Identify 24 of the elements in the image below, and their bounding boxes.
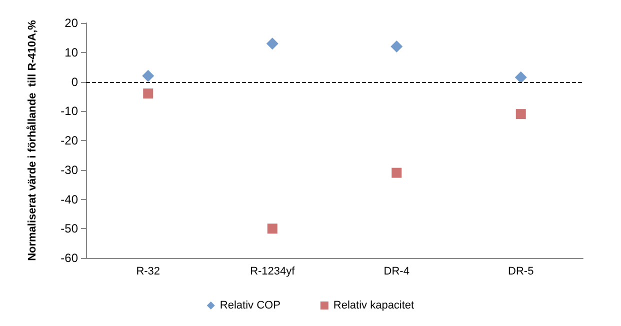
- y-tick-label: -30: [60, 162, 78, 177]
- point: [390, 40, 403, 52]
- point: [142, 70, 154, 82]
- point: [143, 88, 154, 98]
- y-tick-label: 20: [64, 16, 78, 30]
- legend-label: Relativ COP: [220, 300, 280, 312]
- y-tick-label: -20: [60, 134, 78, 148]
- y-tick-label: 0: [71, 74, 78, 89]
- point: [267, 224, 278, 234]
- x-tick-label: R-1234yf: [250, 266, 296, 278]
- y-axis-title: Normaliserat värde i förhållande till R-410A,%: [26, 20, 38, 261]
- point: [266, 38, 278, 50]
- point: [392, 168, 402, 178]
- x-tick-label: DR-5: [508, 266, 534, 278]
- point: [516, 109, 526, 120]
- y-tick-label: -40: [60, 192, 78, 206]
- y-tick-label: -10: [60, 104, 78, 118]
- y-tick-label: -60: [60, 251, 78, 265]
- point: [514, 71, 527, 84]
- y-tick-label: 10: [64, 45, 78, 60]
- x-tick-label: DR-4: [384, 266, 410, 278]
- y-tick-label: -50: [60, 222, 78, 236]
- x-tick-label: R-32: [136, 266, 160, 278]
- legend-label: Relativ kapacitet: [333, 300, 414, 312]
